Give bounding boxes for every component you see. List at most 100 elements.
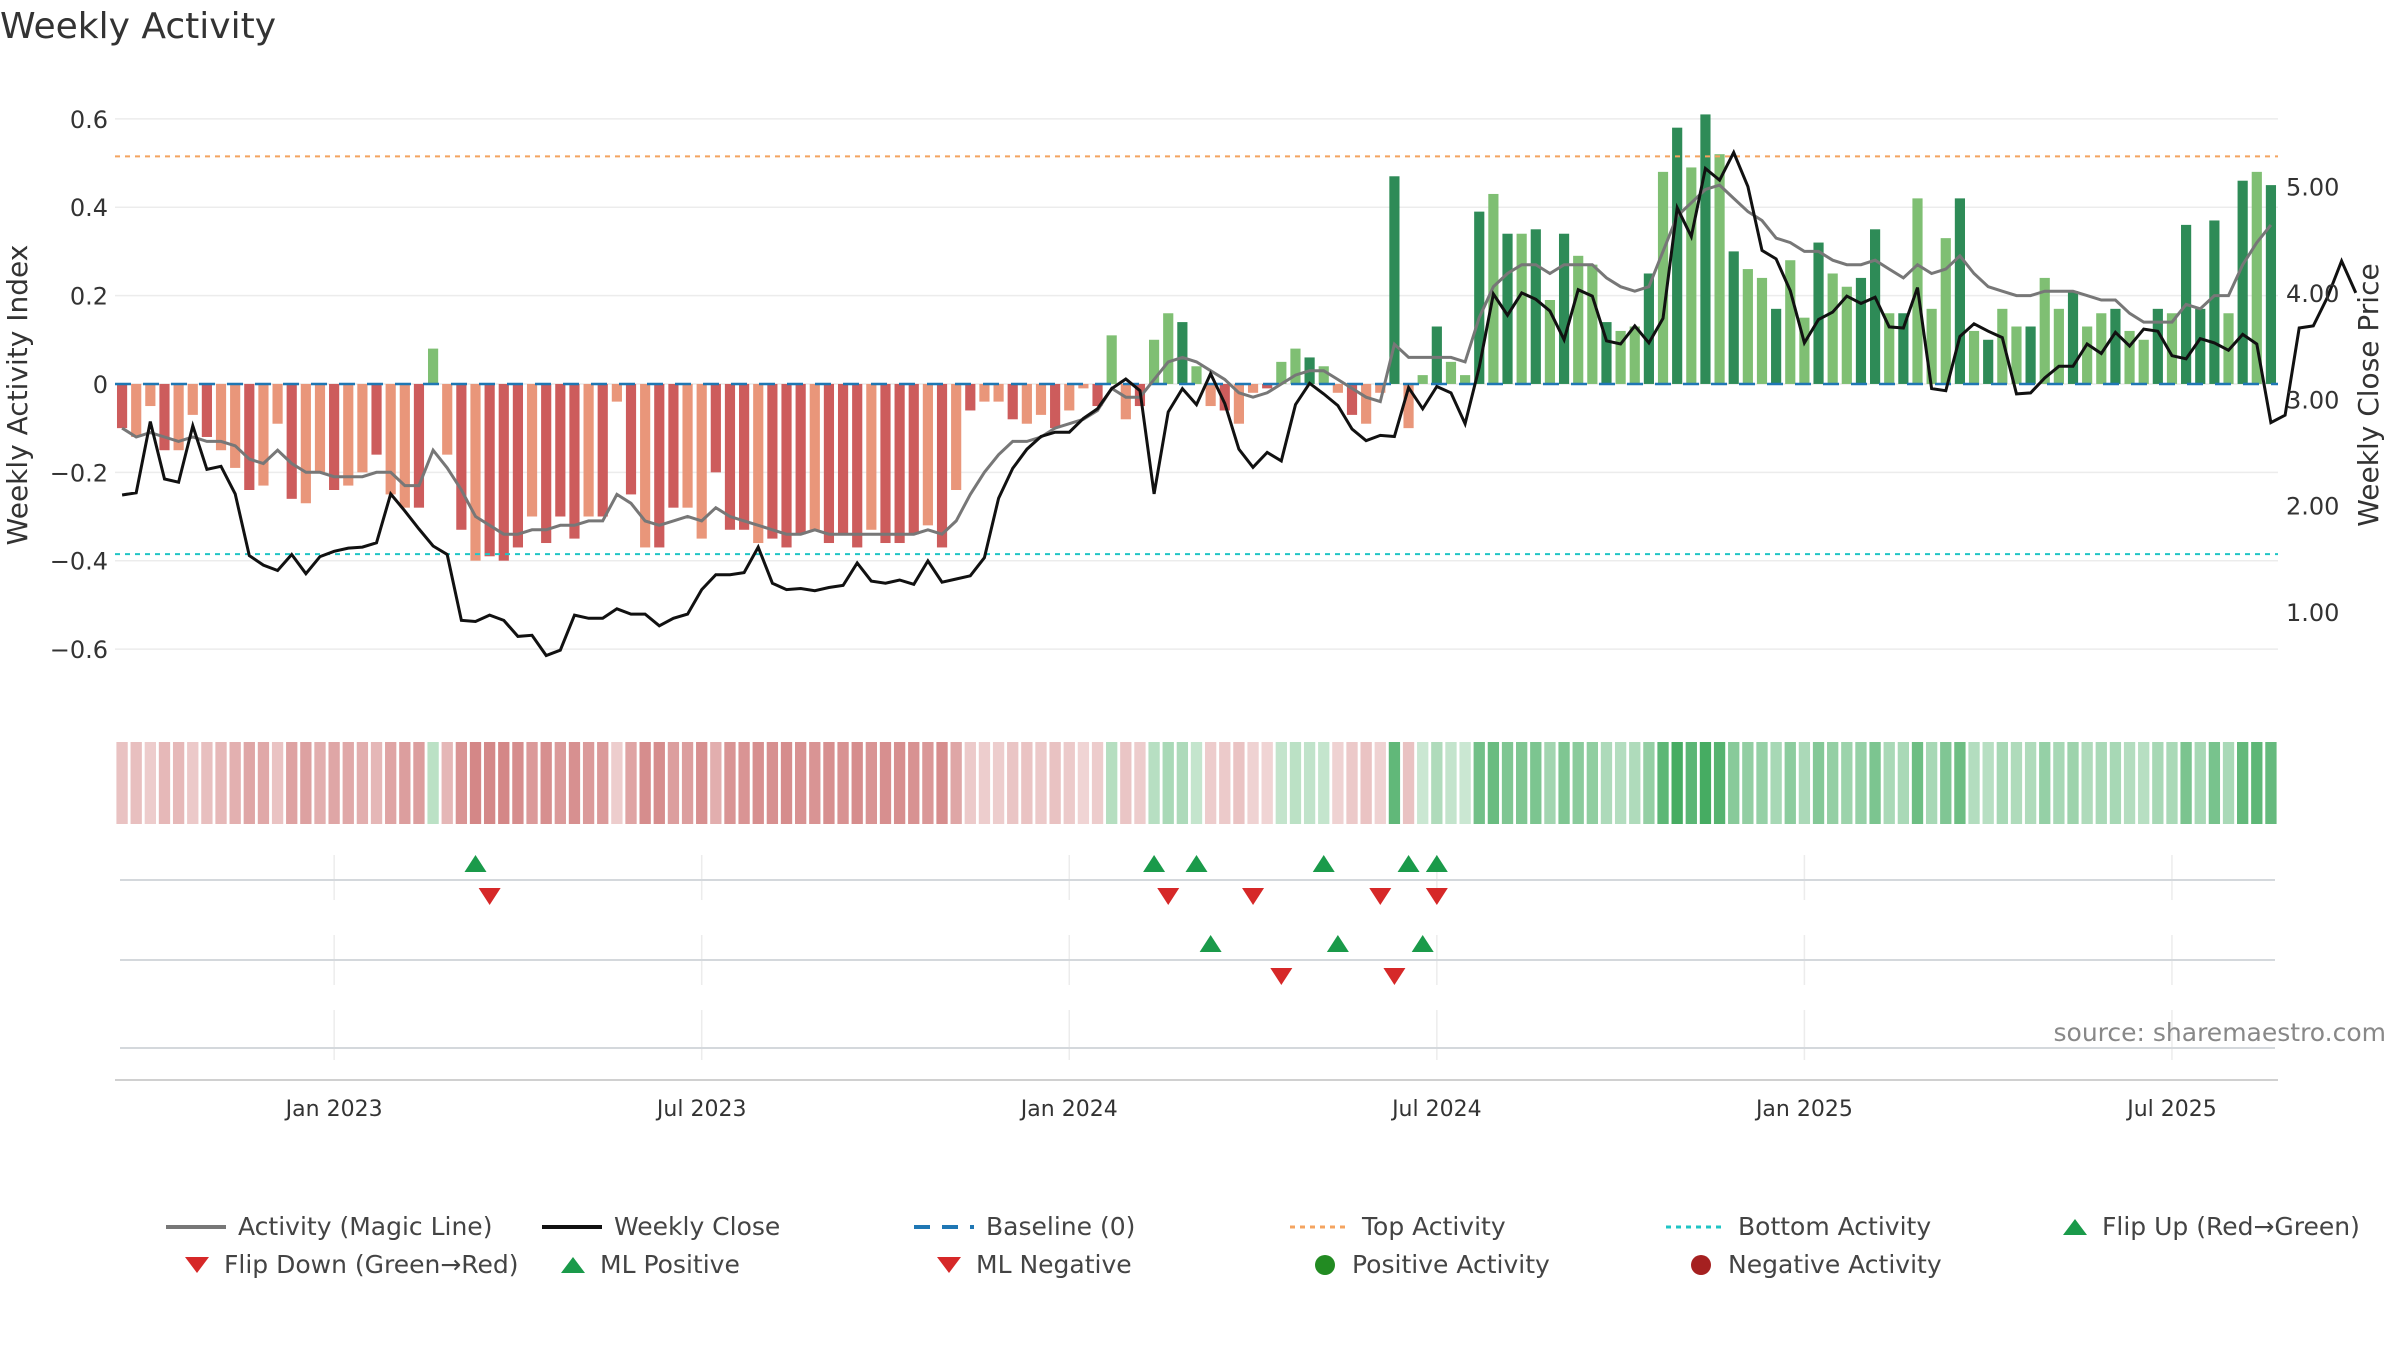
y2-tick-label: 2.00 <box>2286 493 2339 521</box>
activity-bar <box>173 383 184 451</box>
heat-cell <box>201 742 213 824</box>
heat-cell <box>1247 742 1259 824</box>
activity-bar <box>1064 383 1075 411</box>
activity-bar <box>2265 185 2277 384</box>
heat-cell <box>1289 742 1302 824</box>
heat-cell <box>639 742 651 824</box>
heat-cell <box>964 742 976 824</box>
activity-bar <box>880 383 891 544</box>
baseline-swatch-icon <box>914 1224 974 1229</box>
heat-cell <box>865 742 877 824</box>
activity-bar <box>1884 313 1895 384</box>
chart-title: Weekly Activity <box>0 6 277 47</box>
heat-cell <box>1417 742 1429 824</box>
legend-bottom-activity: Bottom Activity <box>1666 1212 1931 1241</box>
heat-cell <box>215 742 227 824</box>
heat-cell <box>1897 742 1910 824</box>
heat-cell <box>681 742 694 824</box>
close-line-swatch-icon <box>542 1224 602 1229</box>
activity-bar <box>1940 238 1951 384</box>
heat-cell <box>1049 742 1061 824</box>
activity-bar <box>1191 366 1202 384</box>
heat-cell <box>1501 742 1514 824</box>
heat-cell <box>2237 742 2249 824</box>
activity-bar <box>385 383 396 495</box>
heat-cell <box>2138 742 2150 824</box>
heat-cell <box>1148 742 1160 824</box>
heat-cell <box>554 742 566 824</box>
heat-cell <box>936 742 948 824</box>
flip-down-marker <box>1157 888 1180 905</box>
y2-axis-label: Weekly Close Price <box>2352 263 2385 526</box>
heat-cell <box>1728 742 1740 824</box>
activity-bar <box>1431 326 1442 384</box>
heat-cell <box>540 742 552 824</box>
heat-cell <box>1925 742 1938 824</box>
ml-positive-marker <box>1199 935 1222 952</box>
heat-cell <box>483 742 496 824</box>
flip-up-marker <box>1143 855 1166 872</box>
heat-cell <box>2053 742 2065 824</box>
heat-cell <box>893 742 906 824</box>
activity-bar <box>541 383 552 544</box>
heat-cell <box>1473 742 1485 824</box>
activity-bar <box>1389 176 1400 384</box>
activity-bar <box>1516 233 1527 384</box>
activity-bar <box>1813 242 1824 384</box>
heat-cell <box>1572 742 1584 824</box>
heat-cell <box>1487 742 1500 824</box>
activity-bar <box>2025 326 2036 384</box>
activity-bar <box>668 383 679 508</box>
heat-cell <box>1600 742 1613 824</box>
legend-baseline: Baseline (0) <box>914 1212 1135 1241</box>
triangle-up-icon <box>561 1256 585 1273</box>
ml-negative-marker <box>1383 968 1406 985</box>
y-tick-label: 0.4 <box>70 194 108 222</box>
heat-cell <box>2180 742 2192 824</box>
circle-green-icon <box>1315 1254 1335 1275</box>
activity-bar <box>1926 308 1937 384</box>
activity-bar <box>1968 330 1980 384</box>
heat-cell <box>172 742 185 824</box>
activity-bar <box>1262 383 1273 389</box>
activity-bar <box>1021 383 1032 424</box>
signal-markers <box>464 855 1448 985</box>
flip-up-marker <box>464 855 487 872</box>
heat-cell <box>1643 742 1655 824</box>
activity-bar <box>2124 330 2135 384</box>
heat-cell <box>271 742 284 824</box>
activity-bar <box>1148 339 1160 384</box>
heat-cell <box>837 742 849 824</box>
activity-bar <box>1530 229 1541 384</box>
legend-ml-negative: ML Negative <box>934 1250 1132 1279</box>
heat-cell <box>653 742 665 824</box>
activity-bar <box>1092 383 1103 407</box>
flip-up-marker <box>1397 855 1420 872</box>
activity-bar <box>2166 313 2178 384</box>
activity-bar <box>837 383 849 535</box>
activity-bar <box>1106 335 1117 384</box>
heat-cell <box>427 742 439 824</box>
heat-cell <box>611 742 623 824</box>
activity-bar <box>597 383 608 517</box>
activity-bar <box>1346 383 1358 415</box>
activity-bar <box>427 348 439 384</box>
activity-bar <box>866 383 877 530</box>
magic-line-swatch-icon <box>166 1224 226 1229</box>
activity-bar <box>1276 361 1287 384</box>
heat-cell <box>328 742 340 824</box>
triangle-down-icon <box>185 1256 209 1273</box>
activity-bar <box>979 383 990 402</box>
legend-top-activity: Top Activity <box>1290 1212 1506 1241</box>
reference-lines <box>115 155 2278 556</box>
heat-cell <box>1996 742 2008 824</box>
circle-red-icon <box>1691 1254 1711 1275</box>
heat-cell <box>1685 742 1697 824</box>
y-tick-label: 0.2 <box>70 283 108 311</box>
activity-bar <box>1318 366 1329 384</box>
y-axis-label: Weekly Activity Index <box>1 245 34 546</box>
legend-label: Baseline (0) <box>986 1212 1136 1241</box>
heat-cell <box>2166 742 2178 824</box>
activity-bar <box>215 383 227 451</box>
heat-cell <box>441 742 453 824</box>
